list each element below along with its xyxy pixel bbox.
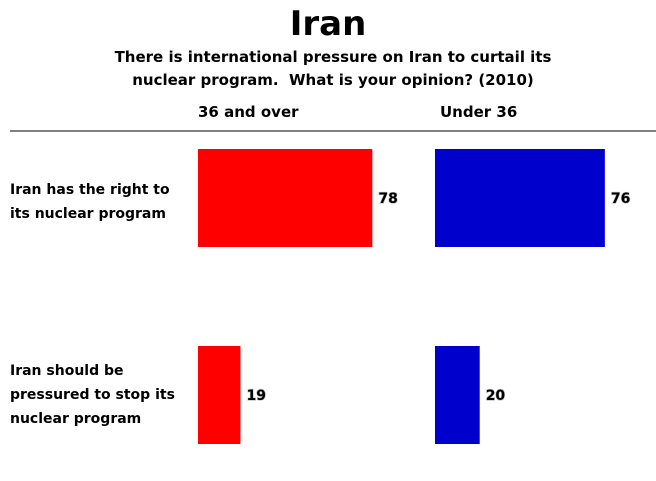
bar [435, 346, 480, 444]
value-label: 76 [611, 191, 630, 207]
row-label: Iran should be pressured to stop its nuc… [10, 363, 175, 427]
chart-subtitle: There is international pressure on Iran … [114, 48, 557, 89]
panel-header: Under 36 [440, 103, 518, 121]
value-label: 20 [486, 388, 506, 404]
bar [435, 149, 605, 247]
bar [198, 149, 373, 247]
chart-title: Iran [289, 4, 367, 44]
panel-header: 36 and over [198, 103, 299, 121]
bar [198, 346, 241, 444]
value-label: 19 [246, 388, 265, 404]
value-label: 78 [378, 191, 397, 207]
row-label: Iran has the right to its nuclear progra… [10, 182, 170, 222]
